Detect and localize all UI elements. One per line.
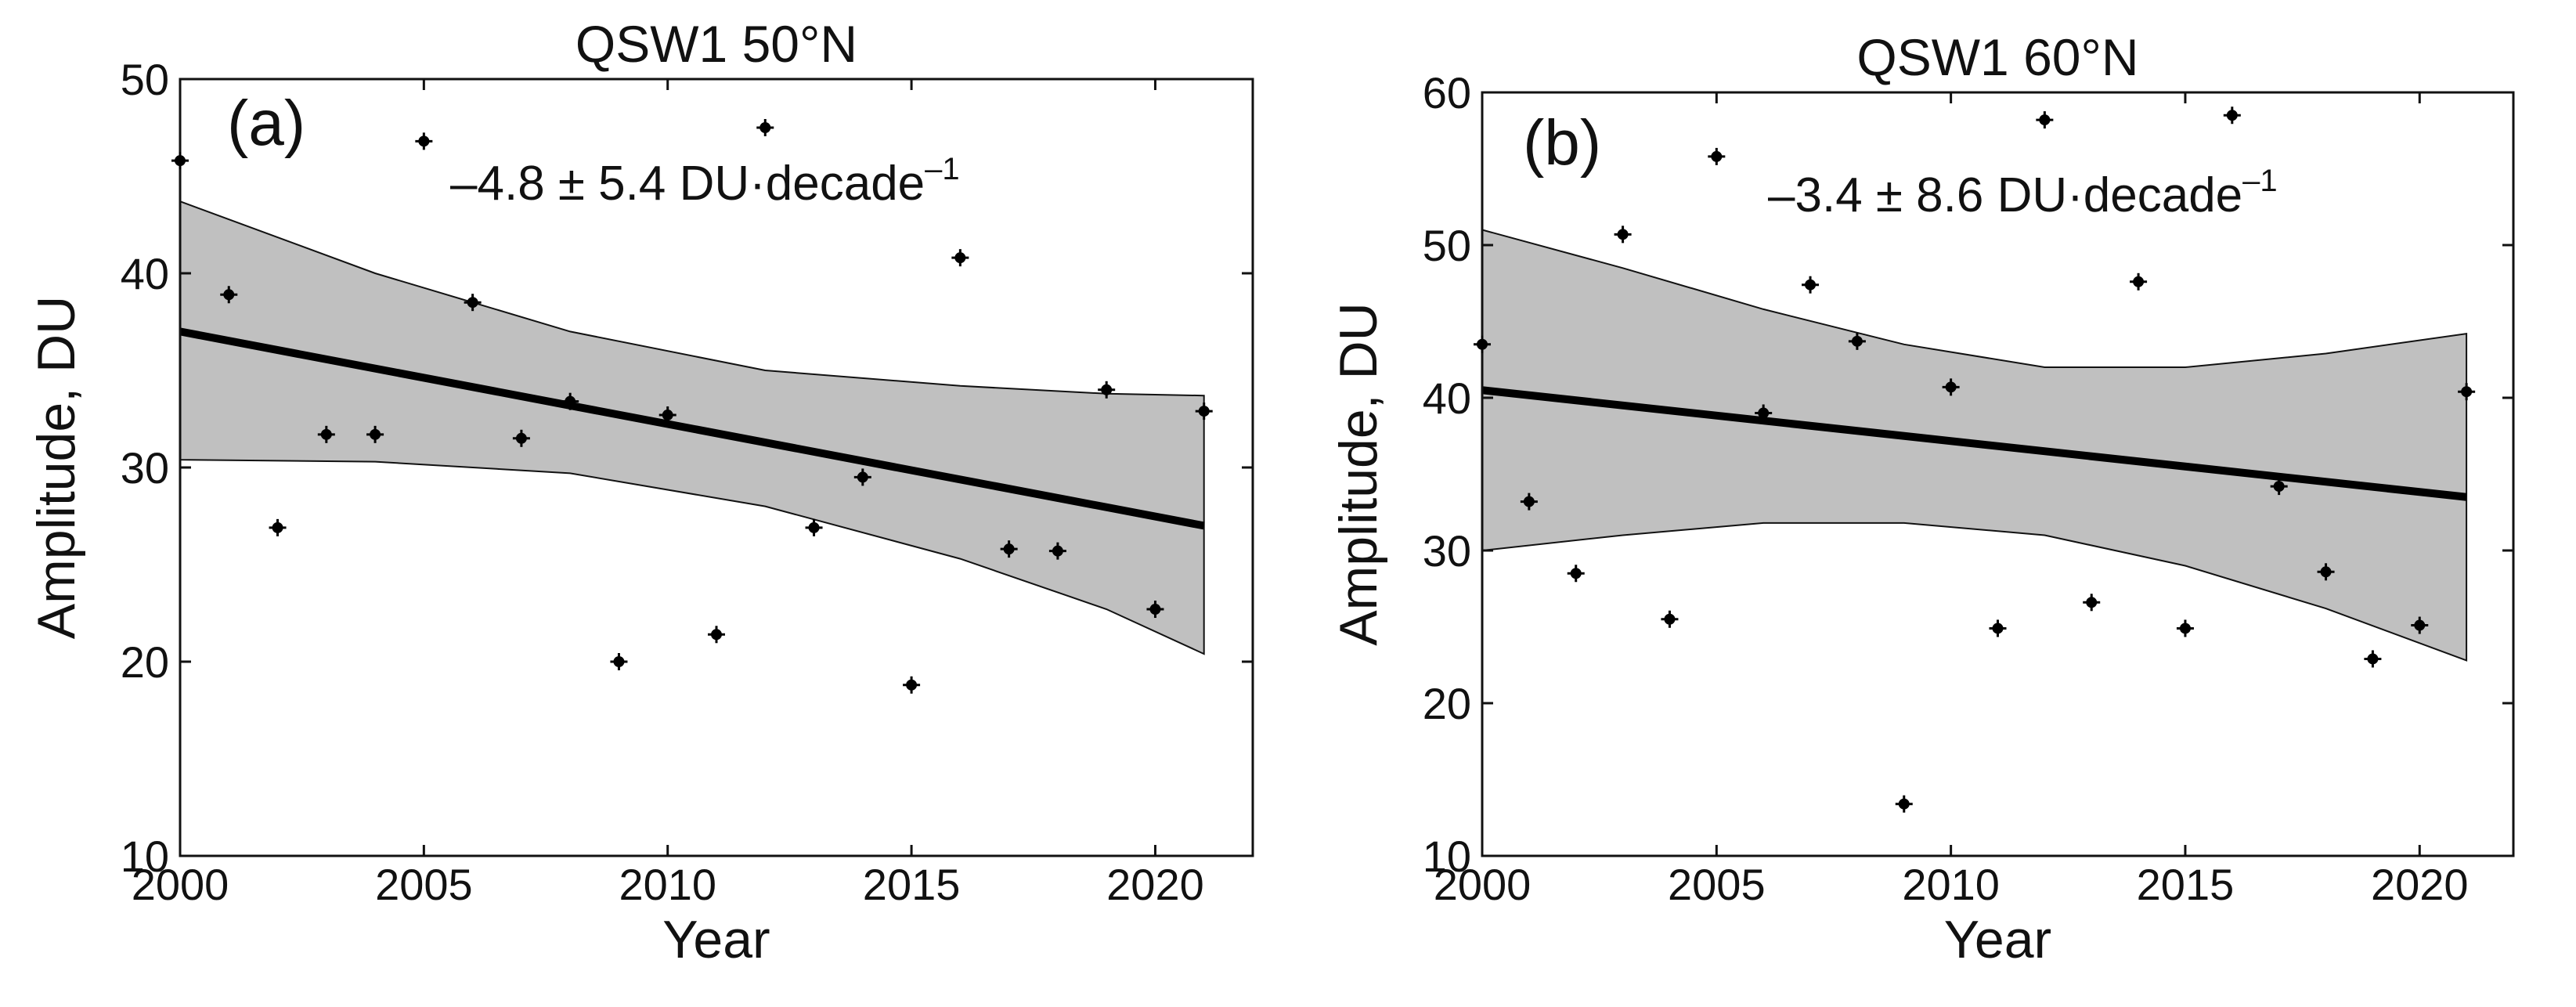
data-point <box>220 286 238 304</box>
x-axis-label: Year <box>1944 910 2051 969</box>
x-tick-label: 2000 <box>1434 860 1532 909</box>
x-tick-label: 2020 <box>1106 860 1204 909</box>
data-point <box>1895 795 1913 813</box>
data-point <box>171 152 189 170</box>
data-point <box>1000 540 1018 558</box>
data-point <box>2036 111 2054 129</box>
chart-panel-2: 2000 2005 2010 2015 2020 10 20 30 40 50 60 QSW1 60°… <box>1329 28 2515 969</box>
data-point <box>1195 402 1213 420</box>
y-tick-label: 10 <box>121 832 169 881</box>
trend-annotation: –4.8 ± 5.4 DU·decade–1 <box>450 152 960 211</box>
trend-annotation: –3.4 ± 8.6 DU·decade–1 <box>1768 164 2278 222</box>
data-point <box>2458 383 2476 401</box>
chart-panel-1: 2000 2005 2010 2015 2020 10 20 30 40 50 QSW1 50°N (… <box>27 15 1254 969</box>
data-point <box>269 518 287 536</box>
y-axis-label: Amplitude, DU <box>27 296 86 639</box>
x-tick-label: 2010 <box>1902 860 2000 909</box>
data-point <box>708 626 725 644</box>
data-point <box>1146 601 1164 619</box>
plot-frame <box>1481 91 2515 857</box>
data-point <box>2083 594 2101 612</box>
y-tick-label: 50 <box>1423 221 1471 270</box>
y-tick-label: 20 <box>1423 679 1471 728</box>
data-point <box>415 132 433 150</box>
data-point <box>1474 335 1491 353</box>
trend-annotation-superscript: –1 <box>2242 164 2278 198</box>
data-point <box>1661 610 1679 628</box>
data-point <box>610 653 628 670</box>
data-point <box>658 406 676 424</box>
x-tick-label: 2015 <box>863 860 961 909</box>
data-point <box>464 294 482 312</box>
data-point <box>1848 332 1866 350</box>
chart-title: QSW1 60°N <box>1856 28 2138 86</box>
panel-label: (b) <box>1523 107 1601 179</box>
x-tick-label: 2005 <box>375 860 473 909</box>
x-tick-label: 2015 <box>2137 860 2235 909</box>
x-tick-label: 2020 <box>2371 860 2469 909</box>
data-point <box>2176 619 2194 637</box>
data-point <box>1802 276 1820 294</box>
y-axis-label: Amplitude, DU <box>1329 302 1388 645</box>
trend-line <box>1481 386 2467 501</box>
data-point <box>561 392 579 410</box>
data-point <box>2270 478 2288 496</box>
y-tick-label: 40 <box>1423 374 1471 423</box>
data-point <box>2223 106 2241 125</box>
y-tick-label: 60 <box>1423 68 1471 117</box>
data-point <box>756 119 774 136</box>
trend-line <box>179 327 1205 530</box>
data-point <box>805 518 823 536</box>
data-point <box>951 249 969 267</box>
y-tick-label: 30 <box>121 443 169 493</box>
data-point <box>1989 619 2007 637</box>
data-point <box>1048 542 1066 560</box>
trend-annotation-main: –4.8 ± 5.4 DU·decade <box>450 157 925 211</box>
y-tick-label: 20 <box>121 637 169 687</box>
x-tick-label: 2010 <box>619 860 716 909</box>
y-tick-label: 30 <box>1423 526 1471 576</box>
data-point <box>317 425 335 443</box>
data-point <box>2411 616 2429 634</box>
y-tick-label: 10 <box>1423 832 1471 881</box>
data-point <box>2130 273 2148 291</box>
chart-title: QSW1 50°N <box>575 15 857 73</box>
panel-label: (a) <box>227 88 305 159</box>
data-point <box>512 429 530 447</box>
trend-annotation-superscript: –1 <box>925 152 960 186</box>
trend-annotation-main: –3.4 ± 8.6 DU·decade <box>1768 168 2242 222</box>
data-point <box>1708 147 1726 165</box>
x-axis-label: Year <box>662 910 770 969</box>
y-tick-label: 40 <box>121 249 169 298</box>
data-point <box>1942 378 1960 396</box>
data-point <box>853 468 871 486</box>
y-tick-label: 50 <box>121 55 169 104</box>
data-point <box>366 425 384 443</box>
data-point <box>1098 381 1116 399</box>
x-tick-label: 2005 <box>1668 860 1766 909</box>
data-point <box>1567 565 1585 583</box>
data-point <box>2317 563 2335 581</box>
data-point <box>1614 226 1632 244</box>
data-point <box>2364 650 2382 668</box>
x-tick-label: 2000 <box>132 860 229 909</box>
data-point <box>1755 404 1773 422</box>
data-point <box>1520 493 1538 511</box>
data-point <box>903 676 921 694</box>
